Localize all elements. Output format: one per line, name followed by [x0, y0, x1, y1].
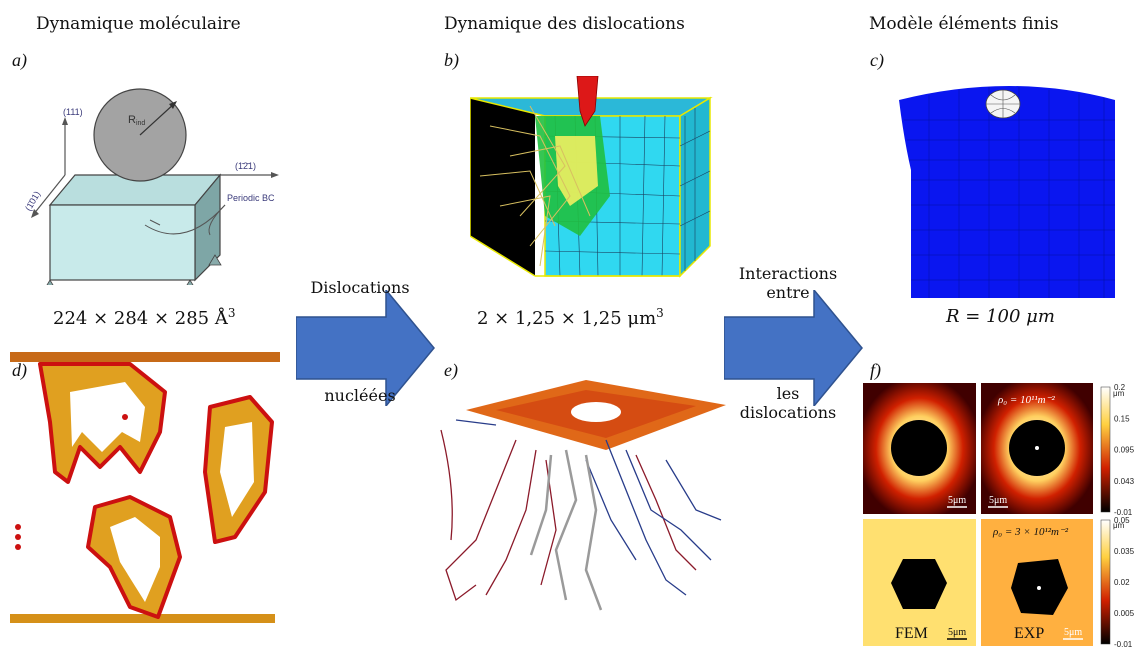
panel-label-e: e)	[444, 360, 458, 380]
colorbar-unit-top: μm	[1113, 389, 1125, 398]
colorbar-top-tick: 0.043	[1114, 477, 1135, 486]
colorbar-bottom-tick: -0.01	[1114, 640, 1133, 648]
radius-label: Rind	[128, 114, 145, 127]
rho-label-top: ρ₀ = 10¹¹m⁻²	[997, 394, 1055, 406]
colorbar-top-tick: 0.095	[1114, 446, 1135, 455]
colorbar-bottom-tick: 0.035	[1114, 547, 1135, 556]
axis-101-label: (1̄01)	[25, 189, 42, 212]
scale-bar-exp-top: 5μm	[989, 495, 1007, 506]
scale-bar-fem-top: 5μm	[948, 495, 966, 506]
dd-box-dimensions: 2 × 1,25 × 1,25 μm3	[477, 306, 664, 329]
arrow-label-les-dislocations: les dislocations	[739, 384, 837, 422]
panel-label-c: c)	[870, 50, 884, 70]
arrow-label-dislocations: Dislocations	[310, 278, 410, 297]
axis-111-label: (111)	[63, 107, 83, 117]
md-box-dimensions: 224 × 284 × 285 Å3	[53, 306, 236, 329]
scale-bar-exp-bottom: 5μm	[1064, 627, 1082, 638]
panel-label-a: a)	[12, 50, 27, 70]
md-simulation-box-sketch: Rind (111) (1̄2̄1) (1̄01) Periodic BC	[25, 88, 279, 285]
panel-label-f: f)	[870, 360, 881, 380]
colorbar-bottom	[1100, 519, 1111, 645]
dd-simulation-box	[470, 76, 713, 278]
arrow-md-to-dd	[296, 290, 435, 406]
title-finite-element-model: Modèle éléments finis	[869, 14, 1059, 34]
label-exp: EXP	[1014, 625, 1045, 642]
arrow-label-interactions: Interactions entre	[738, 264, 838, 302]
dd-dislocation-network	[440, 380, 726, 611]
fem-radius: R = 100 μm	[946, 306, 1055, 327]
colorbar-top-tick: -0.01	[1114, 508, 1133, 517]
md-dislocation-loops	[10, 352, 280, 623]
scale-bar-fem-bottom: 5μm	[948, 627, 966, 638]
panel-label-d: d)	[12, 360, 27, 380]
colorbar-bottom-tick: 0.05	[1114, 516, 1130, 525]
panel-label-b: b)	[444, 50, 459, 70]
title-dislocation-dynamics: Dynamique des dislocations	[444, 14, 685, 34]
periodic-bc-label: Periodic BC	[227, 193, 275, 203]
fem-exp-comparison: ρ₀ = 10¹¹m⁻² ρ₀ = 3 × 10¹²m⁻² 5μm 5μm 5μ…	[863, 383, 1135, 648]
arrow-label-nucleated: nucléées	[324, 386, 396, 405]
colorbar-top-tick: 0.15	[1114, 414, 1130, 423]
arrow-dd-to-fem	[724, 290, 863, 406]
rho-label-bottom: ρ₀ = 3 × 10¹²m⁻²	[992, 526, 1069, 538]
colorbar-top-tick: 0.2	[1114, 383, 1126, 392]
colorbar-bottom-tick: 0.02	[1114, 578, 1130, 587]
colorbar-unit-bottom: μm	[1113, 521, 1125, 530]
colorbar-top	[1100, 386, 1111, 513]
colorbar-bottom-tick: 0.005	[1114, 609, 1135, 618]
fem-cylinder-mesh	[899, 86, 1115, 298]
label-fem: FEM	[895, 625, 928, 642]
title-molecular-dynamics: Dynamique moléculaire	[36, 14, 241, 34]
axis-121-label: (1̄2̄1)	[235, 161, 256, 171]
